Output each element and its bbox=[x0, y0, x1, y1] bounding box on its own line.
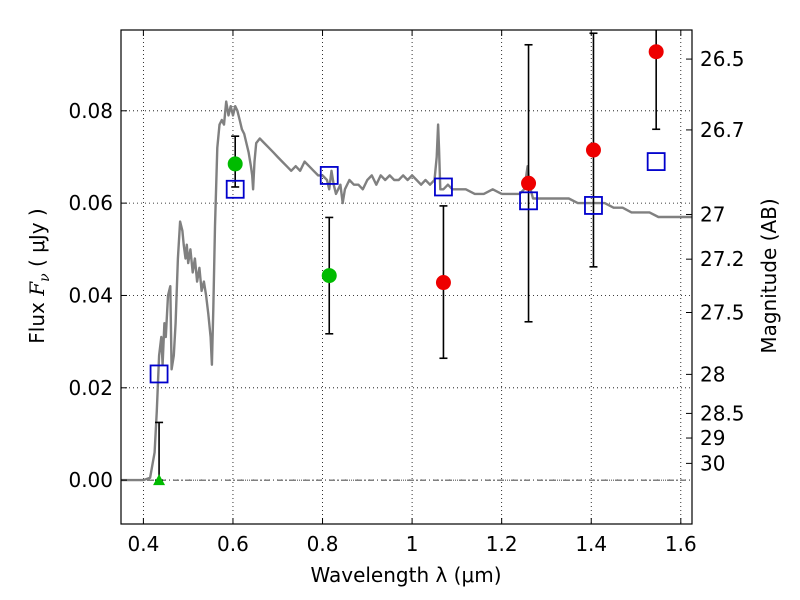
observed-flux-point bbox=[521, 175, 537, 191]
mag-tick-label: 28.5 bbox=[700, 401, 745, 425]
observed-flux-point bbox=[321, 268, 337, 284]
y-tick-label: 0.04 bbox=[68, 283, 113, 307]
x-tick-label: 0.6 bbox=[217, 532, 249, 556]
observed-flux-point bbox=[227, 156, 243, 172]
model-photometry-point bbox=[434, 177, 453, 197]
model-photometry-point bbox=[519, 191, 538, 211]
mag-tick-label: 26.7 bbox=[700, 118, 745, 142]
plot-area bbox=[121, 30, 692, 486]
y-tick-label: 0.06 bbox=[68, 191, 113, 215]
y-tick-label: 0.08 bbox=[68, 99, 113, 123]
upper-limit-point bbox=[153, 474, 166, 486]
axes: 0.4 0.6 0.8 1 1.2 1.4 1.6 0.00 0.02 0.04 0.06 0.08 2… bbox=[68, 30, 745, 556]
observed-flux-point bbox=[435, 275, 451, 291]
mag-tick-label: 26.5 bbox=[700, 47, 745, 71]
y-axis-label: Flux Fν ( μJy ) bbox=[25, 208, 53, 343]
mag-tick-label: 28 bbox=[700, 362, 725, 386]
plot-frame bbox=[120, 29, 693, 525]
grid-lines bbox=[121, 30, 692, 524]
observed-flux-point bbox=[585, 142, 601, 158]
x-tick-label: 0.8 bbox=[307, 532, 339, 556]
y-tick-label: 0.02 bbox=[68, 376, 113, 400]
model-photometry-point bbox=[149, 364, 169, 384]
x-axis-label: Wavelength λ (μm) bbox=[310, 563, 501, 587]
mag-tick-label: 29 bbox=[700, 426, 725, 450]
x-tick-label: 1 bbox=[406, 532, 419, 556]
x-tick-label: 1.2 bbox=[486, 532, 518, 556]
model-photometry-point bbox=[584, 196, 603, 215]
model-photometry-point bbox=[225, 179, 245, 199]
mag-tick-label: 30 bbox=[700, 451, 725, 475]
x-tick-label: 1.4 bbox=[575, 532, 607, 556]
model-photometry-point bbox=[646, 152, 666, 171]
x-tick-label: 1.6 bbox=[665, 532, 697, 556]
right-axis-label: Magnitude (AB) bbox=[757, 198, 781, 353]
mag-tick-label: 27.5 bbox=[700, 301, 745, 325]
mag-tick-label: 27 bbox=[700, 202, 725, 226]
x-tick-label: 0.4 bbox=[127, 532, 159, 556]
observed-flux-point bbox=[648, 44, 664, 60]
model-photometry-point bbox=[319, 166, 339, 185]
sed-model-curve bbox=[121, 100, 692, 482]
y-tick-label: 0.00 bbox=[68, 468, 113, 492]
mag-tick-label: 27.2 bbox=[700, 247, 745, 271]
